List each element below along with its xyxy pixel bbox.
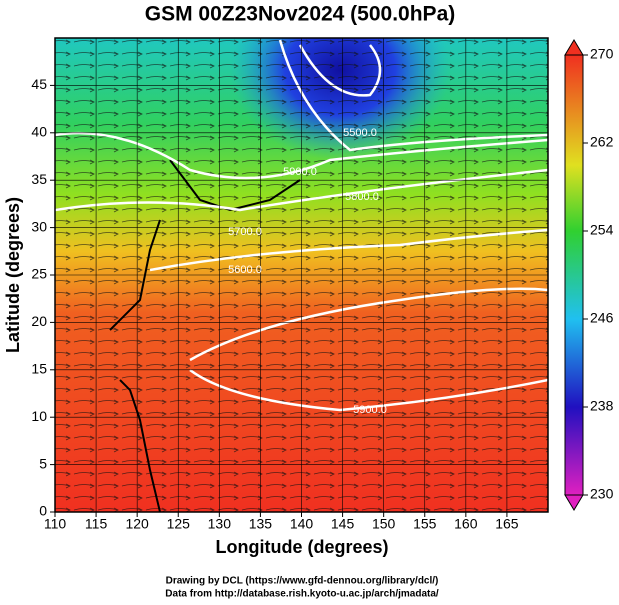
y-tick-label: 15 — [31, 361, 47, 377]
colorbar-label: 238 — [590, 398, 614, 414]
contour-label: 5800.0 — [345, 191, 379, 203]
colorbar-label: 230 — [590, 486, 614, 502]
x-tick-label: 110 — [44, 516, 67, 532]
x-tick-label: 140 — [290, 516, 314, 532]
y-axis-label: Latitude (degrees) — [3, 197, 23, 353]
x-tick-label: 165 — [495, 516, 519, 532]
x-tick-label: 160 — [454, 516, 478, 532]
y-tick-label: 5 — [39, 455, 47, 471]
y-tick-label: 10 — [31, 408, 47, 424]
x-tick-label: 120 — [125, 516, 149, 532]
y-tick-label: 35 — [31, 171, 47, 187]
credit: Drawing by DCL (https://www.gfd-dennou.o… — [166, 576, 439, 587]
y-tick-label: 30 — [31, 218, 47, 234]
x-tick-label: 150 — [372, 516, 396, 532]
x-tick-label: 155 — [413, 516, 437, 532]
x-tick-label: 145 — [331, 516, 355, 532]
contour-label: 5500.0 — [343, 127, 377, 139]
y-tick-label: 20 — [31, 313, 47, 329]
contour-label: 5900.0 — [353, 404, 387, 416]
x-axis-label: Longitude (degrees) — [215, 537, 388, 557]
x-tick-label: 135 — [249, 516, 273, 532]
y-tick-label: 0 — [39, 503, 47, 519]
y-tick-label: 25 — [31, 266, 47, 282]
y-tick-label: 45 — [31, 76, 47, 92]
credit: Data from http://database.rish.kyoto-u.a… — [165, 589, 439, 600]
y-tick-label: 40 — [31, 124, 47, 140]
x-tick-label: 115 — [85, 516, 108, 532]
x-tick-label: 130 — [208, 516, 232, 532]
x-tick-label: 125 — [167, 516, 191, 532]
contour-label: 5900.0 — [283, 166, 317, 178]
colorbar-label: 254 — [590, 222, 614, 238]
contour-label: 5700.0 — [228, 226, 262, 238]
colorbar-label: 270 — [590, 46, 614, 62]
chart-title: GSM 00Z23Nov2024 (500.0hPa) — [145, 3, 456, 26]
contour-label: 5600.0 — [228, 264, 262, 276]
colorbar-label: 262 — [590, 134, 614, 150]
colorbar-label: 246 — [590, 310, 614, 326]
